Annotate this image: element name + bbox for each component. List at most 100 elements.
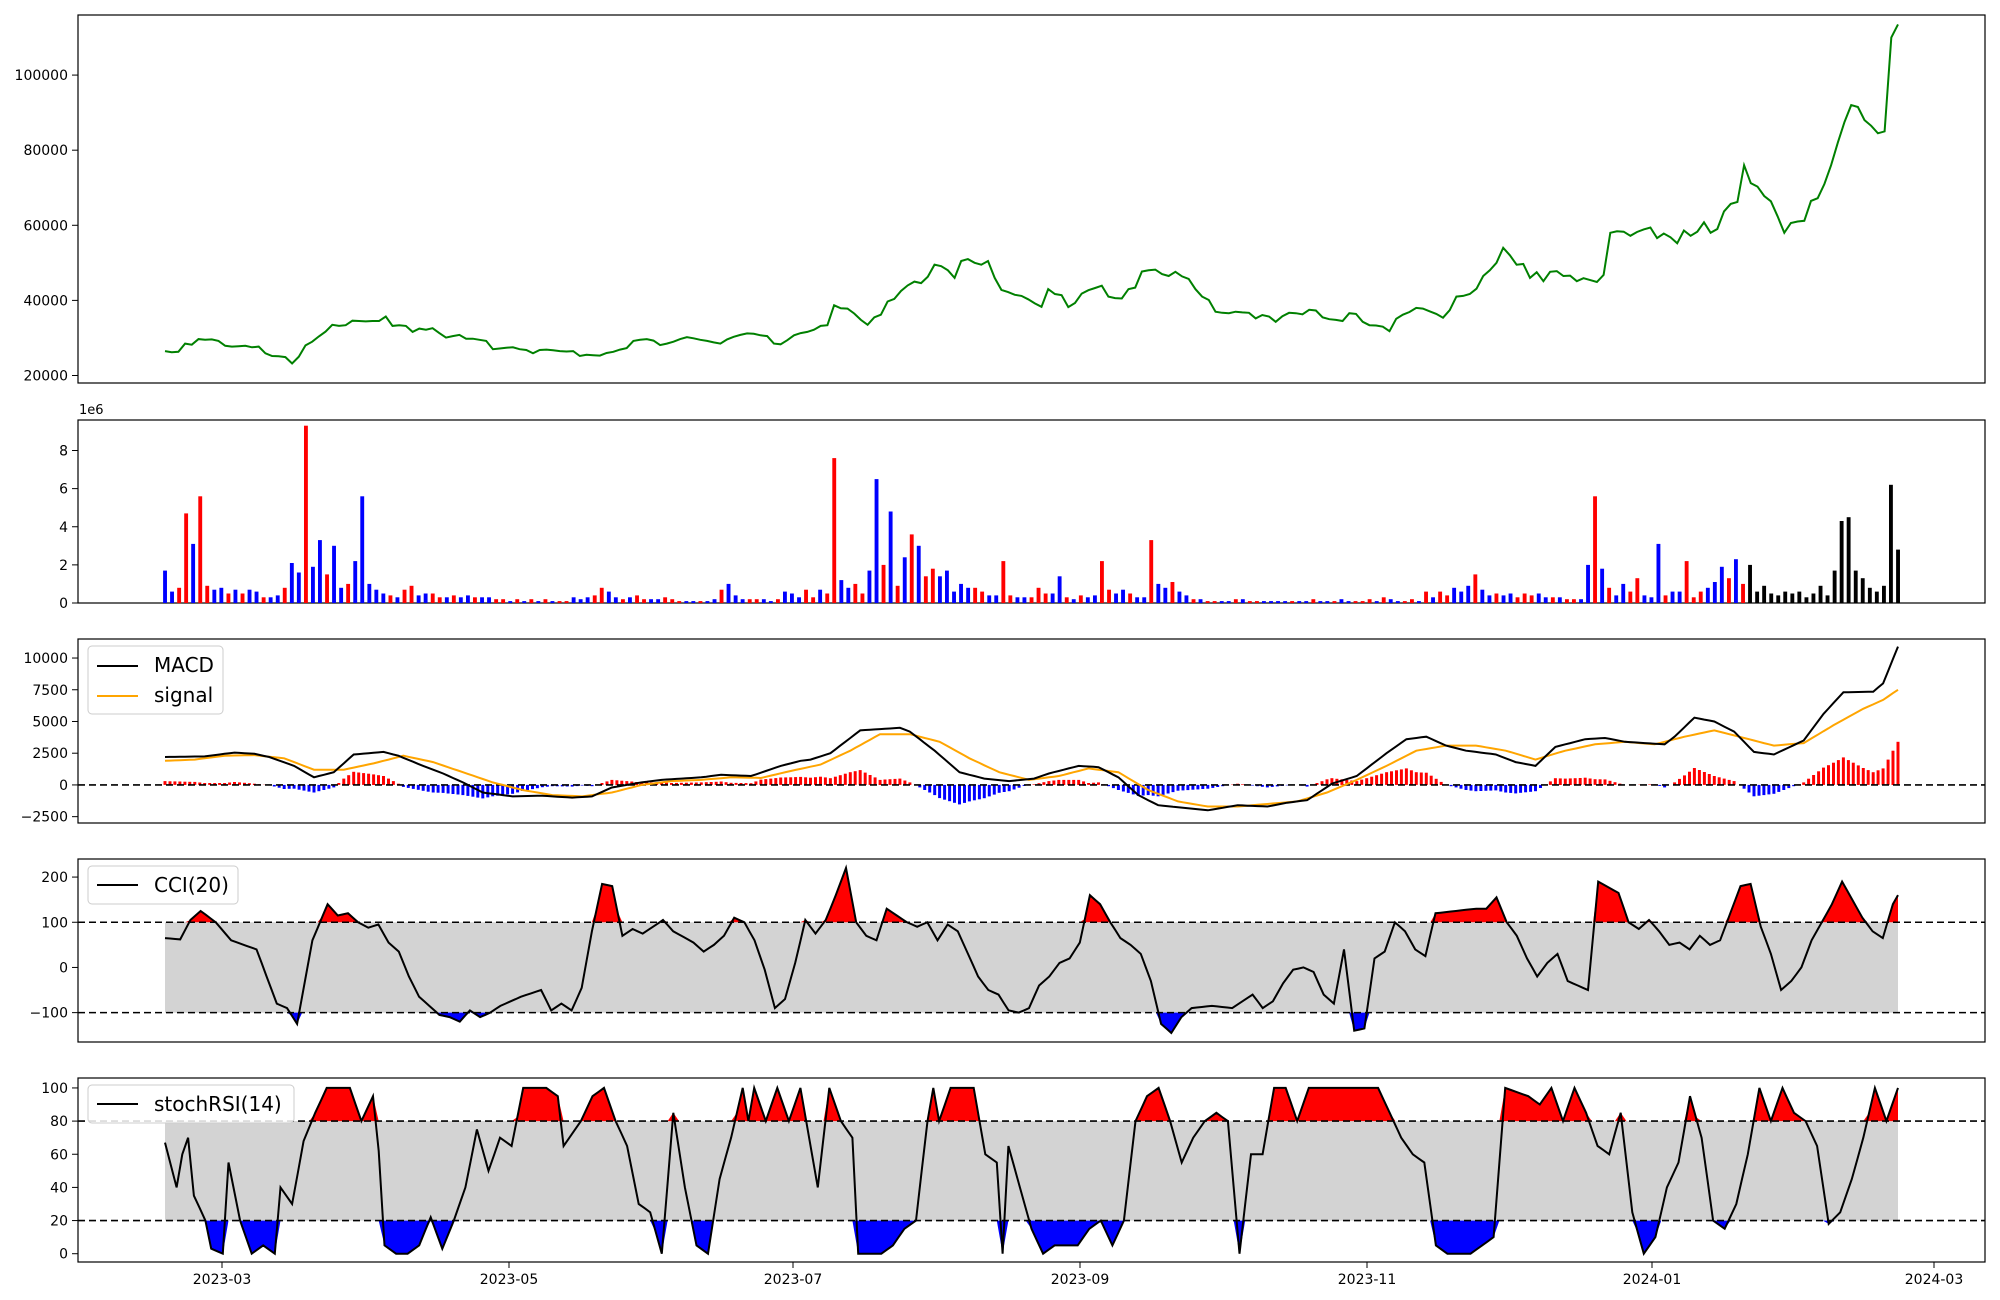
macd-histogram-bar: [1355, 781, 1359, 785]
volume-bar: [1705, 587, 1710, 604]
macd-histogram-bar: [1509, 784, 1513, 793]
macd-ytick-label: 10000: [23, 651, 68, 667]
macd-histogram-bar: [1042, 782, 1046, 785]
macd-histogram-bar: [744, 783, 748, 785]
macd-histogram-bar: [1489, 784, 1493, 791]
volume-bar: [1388, 599, 1393, 603]
volume-bar: [825, 593, 830, 603]
volume-bar: [240, 593, 245, 603]
macd-histogram-bar: [779, 777, 783, 785]
macd-histogram-bar: [1126, 784, 1130, 793]
macd-histogram-bar: [1896, 741, 1900, 785]
macd-histogram-bar: [804, 777, 808, 785]
macd-histogram-bar: [491, 784, 495, 797]
macd-histogram-bar: [1454, 784, 1458, 788]
macd-histogram-bar: [1002, 784, 1006, 792]
volume-bar: [959, 583, 963, 603]
macd-histogram-bar: [476, 784, 480, 798]
volume-bar: [1501, 595, 1506, 603]
volume-bar: [1346, 601, 1351, 603]
macd-histogram-bar: [1752, 784, 1756, 797]
macd-histogram-bar: [1832, 762, 1835, 785]
macd-histogram-bar: [1757, 784, 1761, 796]
volume-bar: [1008, 595, 1013, 603]
volume-bar: [374, 589, 379, 603]
macd-histogram-bar: [1365, 778, 1369, 785]
macd-histogram-bar: [754, 781, 758, 785]
volume-bar: [592, 595, 597, 603]
stochrsi-ytick-label: 40: [50, 1180, 68, 1196]
macd-histogram-bar: [764, 779, 768, 785]
volume-bar: [853, 583, 858, 603]
macd-histogram-bar: [1787, 784, 1791, 789]
macd-histogram-bar: [416, 784, 420, 790]
volume-bar: [1332, 601, 1337, 603]
macd-histogram-bar: [501, 784, 505, 796]
macd-histogram-bar: [1658, 784, 1662, 786]
volume-bar: [1149, 540, 1154, 603]
macd-histogram-bar: [1325, 779, 1329, 785]
volume-bar: [846, 587, 851, 604]
macd-histogram-bar: [1722, 778, 1726, 785]
macd-histogram-bar: [337, 783, 341, 785]
volume-bar: [508, 601, 513, 603]
macd-histogram-bar: [1827, 765, 1830, 785]
macd-histogram-bar: [933, 784, 937, 796]
macd-histogram-bar: [292, 784, 296, 789]
macd-histogram-bar: [699, 782, 703, 785]
volume-bar: [550, 601, 555, 603]
macd-histogram-bar: [1305, 784, 1309, 787]
macd-histogram-bar: [714, 781, 718, 785]
volume-bar: [1064, 597, 1069, 603]
macd-histogram-bar: [1494, 784, 1498, 791]
volume-bar: [1381, 597, 1386, 603]
volume-bar: [1163, 587, 1168, 604]
macd-histogram-bar: [1260, 784, 1264, 787]
macd-histogram-bar: [1072, 779, 1076, 785]
macd-histogram-bar: [521, 784, 524, 791]
volume-bar: [1480, 589, 1485, 603]
macd-histogram-bar: [1678, 778, 1681, 785]
volume-bar: [1325, 601, 1330, 603]
macd-histogram-bar: [1409, 770, 1413, 785]
stochrsi-ytick-label: 100: [41, 1081, 68, 1097]
macd-histogram-bar: [1385, 772, 1389, 785]
macd-histogram-bar: [799, 776, 803, 785]
macd-histogram-bar: [1534, 784, 1537, 792]
volume-bar: [867, 570, 872, 603]
volume-ytick-label: 4: [59, 520, 68, 536]
macd-histogram-bar: [858, 770, 862, 785]
macd-histogram-bar: [198, 782, 202, 785]
volume-layer: 0 2 4 6 8: [59, 425, 1900, 612]
volume-bar: [1649, 597, 1654, 603]
volume-bar: [409, 585, 414, 603]
macd-histogram-bar: [1077, 779, 1081, 785]
volume-bar: [367, 583, 372, 603]
volume-bar: [1226, 601, 1231, 603]
volume-bar: [1635, 578, 1640, 603]
volume-bar: [599, 587, 604, 604]
macd-histogram-bar: [1087, 783, 1091, 785]
volume-bar: [832, 458, 837, 603]
volume-bar: [1255, 601, 1259, 603]
volume-bar: [804, 589, 808, 603]
macd-ytick-label: −2500: [21, 810, 68, 826]
macd-ytick-label: 7500: [32, 683, 68, 699]
macd-histogram-bar: [506, 784, 510, 795]
macd-histogram-bar: [1399, 769, 1403, 785]
macd-histogram-bar: [1822, 767, 1825, 785]
macd-histogram-bar: [223, 783, 227, 785]
volume-bar: [388, 595, 393, 603]
volume-bar: [1304, 601, 1309, 603]
macd-histogram-bar: [461, 784, 465, 796]
volume-ytick-label: 2: [59, 558, 68, 574]
macd-histogram-bar: [1812, 775, 1816, 785]
macd-histogram-bar: [1156, 784, 1160, 797]
macd-histogram-bar: [1345, 779, 1349, 785]
stochrsi-band: [165, 1121, 1898, 1221]
volume-bar: [811, 597, 816, 603]
volume-bar: [170, 591, 174, 603]
macd-histogram-bar: [769, 778, 773, 785]
macd-histogram-bar: [1111, 784, 1115, 789]
macd-histogram-bar: [203, 783, 207, 785]
